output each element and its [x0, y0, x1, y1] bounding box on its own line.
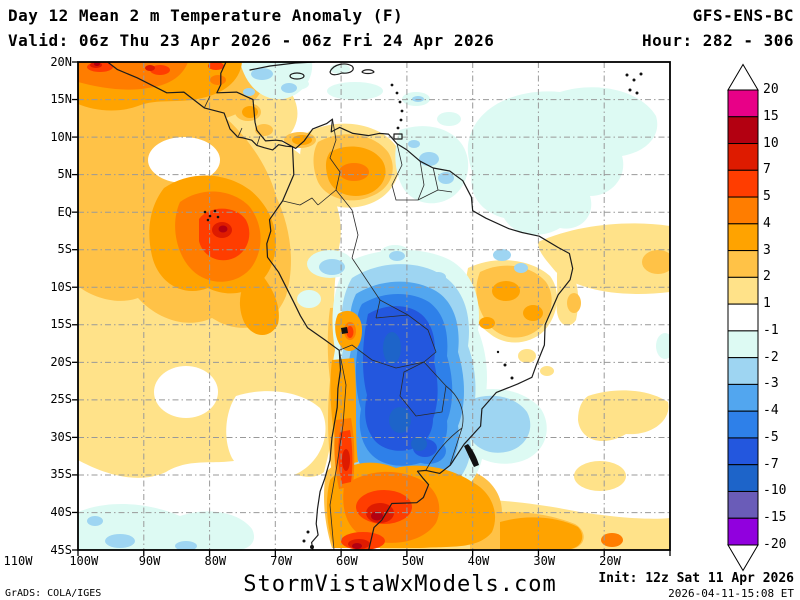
colorbar-cell: [727, 464, 759, 492]
colorbar-tick--1: -1: [763, 322, 779, 338]
valid-range: Valid: 06z Thu 23 Apr 2026 - 06z Fri 24 …: [8, 31, 495, 50]
lat-label-5s: 5S: [57, 242, 72, 257]
colorbar-tick--20: -20: [763, 537, 787, 552]
lon-label-40w: 40W: [467, 554, 490, 568]
colorbar-cell: [727, 517, 759, 546]
lon-label-60w: 60W: [336, 554, 358, 568]
lat-label-20n: 20N: [50, 54, 72, 69]
lon-label-90w: 90W: [138, 554, 161, 568]
country-borders: [203, 95, 464, 550]
colorbar-cell: [727, 383, 759, 412]
colorbar-cell: [727, 357, 759, 385]
lat-label-35s: 35S: [50, 467, 72, 482]
lon-label-80w: 80W: [204, 554, 227, 568]
colorbar-tick--5: -5: [763, 429, 779, 445]
axis-ticks: [72, 61, 671, 556]
colorbar-cell: [727, 303, 759, 332]
lat-label-40s: 40S: [50, 504, 72, 519]
lat-label-eq: EQ: [57, 204, 72, 219]
lat-label-30s: 30S: [50, 429, 72, 444]
lon-label-50w: 50W: [401, 554, 424, 568]
lat-label-10n: 10N: [50, 129, 72, 144]
colorbar-tick-15: 15: [763, 108, 779, 124]
lon-label-110w: 110W: [3, 554, 33, 568]
colorbar-cell: [727, 169, 759, 198]
colorbar-cell: [727, 223, 759, 252]
lat-label-45s: 45S: [50, 542, 72, 557]
colorbar-cell: [727, 437, 759, 466]
grads-credit: GrADS: COLA/IGES: [5, 588, 102, 599]
lat-label-15s: 15S: [50, 317, 72, 332]
lon-label-100w: 100W: [69, 554, 99, 568]
colorbar-tick-7: 7: [763, 162, 771, 178]
colorbar-cell: [727, 89, 759, 118]
colorbar-tick--10: -10: [763, 483, 787, 499]
generation-timestamp: 2026-04-11-15:08 ET: [668, 587, 794, 600]
lon-label-30w: 30W: [533, 554, 556, 568]
colorbar-tick--15: -15: [763, 510, 787, 526]
site-watermark: StormVistaWxModels.com: [243, 572, 557, 597]
island-dots: [203, 72, 643, 549]
colorbar-tick-20: 20: [763, 82, 779, 97]
colorbar-cell: [727, 410, 759, 439]
colorbar: [727, 63, 759, 572]
model-name: GFS-ENS-BC: [692, 6, 794, 25]
colorbar-tick-10: 10: [763, 135, 779, 151]
colorbar-tick-5: 5: [763, 189, 771, 205]
map-frame: [77, 61, 671, 551]
colorbar-cell: [727, 330, 759, 359]
colorbar-cell: [727, 196, 759, 225]
lon-label-70w: 70W: [270, 554, 292, 568]
forecast-hour: Hour: 282 - 306: [642, 31, 794, 50]
lat-label-10s: 10S: [50, 279, 72, 294]
colorbar-arrow-up-icon: [727, 63, 759, 91]
colorbar-cell: [727, 276, 759, 305]
colorbar-cell: [727, 490, 759, 519]
colorbar-cell: [727, 143, 759, 171]
page-title: Day 12 Mean 2 m Temperature Anomaly (F): [8, 6, 404, 25]
colorbar-tick-3: 3: [763, 242, 771, 258]
grid-lines: [78, 62, 670, 550]
colorbar-tick--2: -2: [763, 349, 779, 365]
init-time: Init: 12z Sat 11 Apr 2026: [598, 571, 794, 586]
colorbar-tick--3: -3: [763, 376, 779, 392]
colorbar-cell: [727, 250, 759, 278]
colorbar-tick--7: -7: [763, 456, 779, 472]
lat-label-15n: 15N: [50, 92, 72, 107]
lat-label-20s: 20S: [50, 354, 72, 369]
colorbar-tick-1: 1: [763, 296, 771, 312]
colorbar-tick-2: 2: [763, 269, 771, 285]
lat-label-5n: 5N: [57, 167, 72, 182]
map-canvas: [72, 61, 671, 556]
colorbar-cell: [727, 116, 759, 145]
colorbar-tick-4: 4: [763, 215, 771, 231]
lat-label-25s: 25S: [50, 392, 72, 407]
colorbar-arrow-down-icon: [727, 544, 759, 572]
colorbar-tick--4: -4: [763, 403, 779, 419]
anomaly-field: [78, 62, 670, 550]
lon-label-20w: 20W: [599, 554, 621, 568]
